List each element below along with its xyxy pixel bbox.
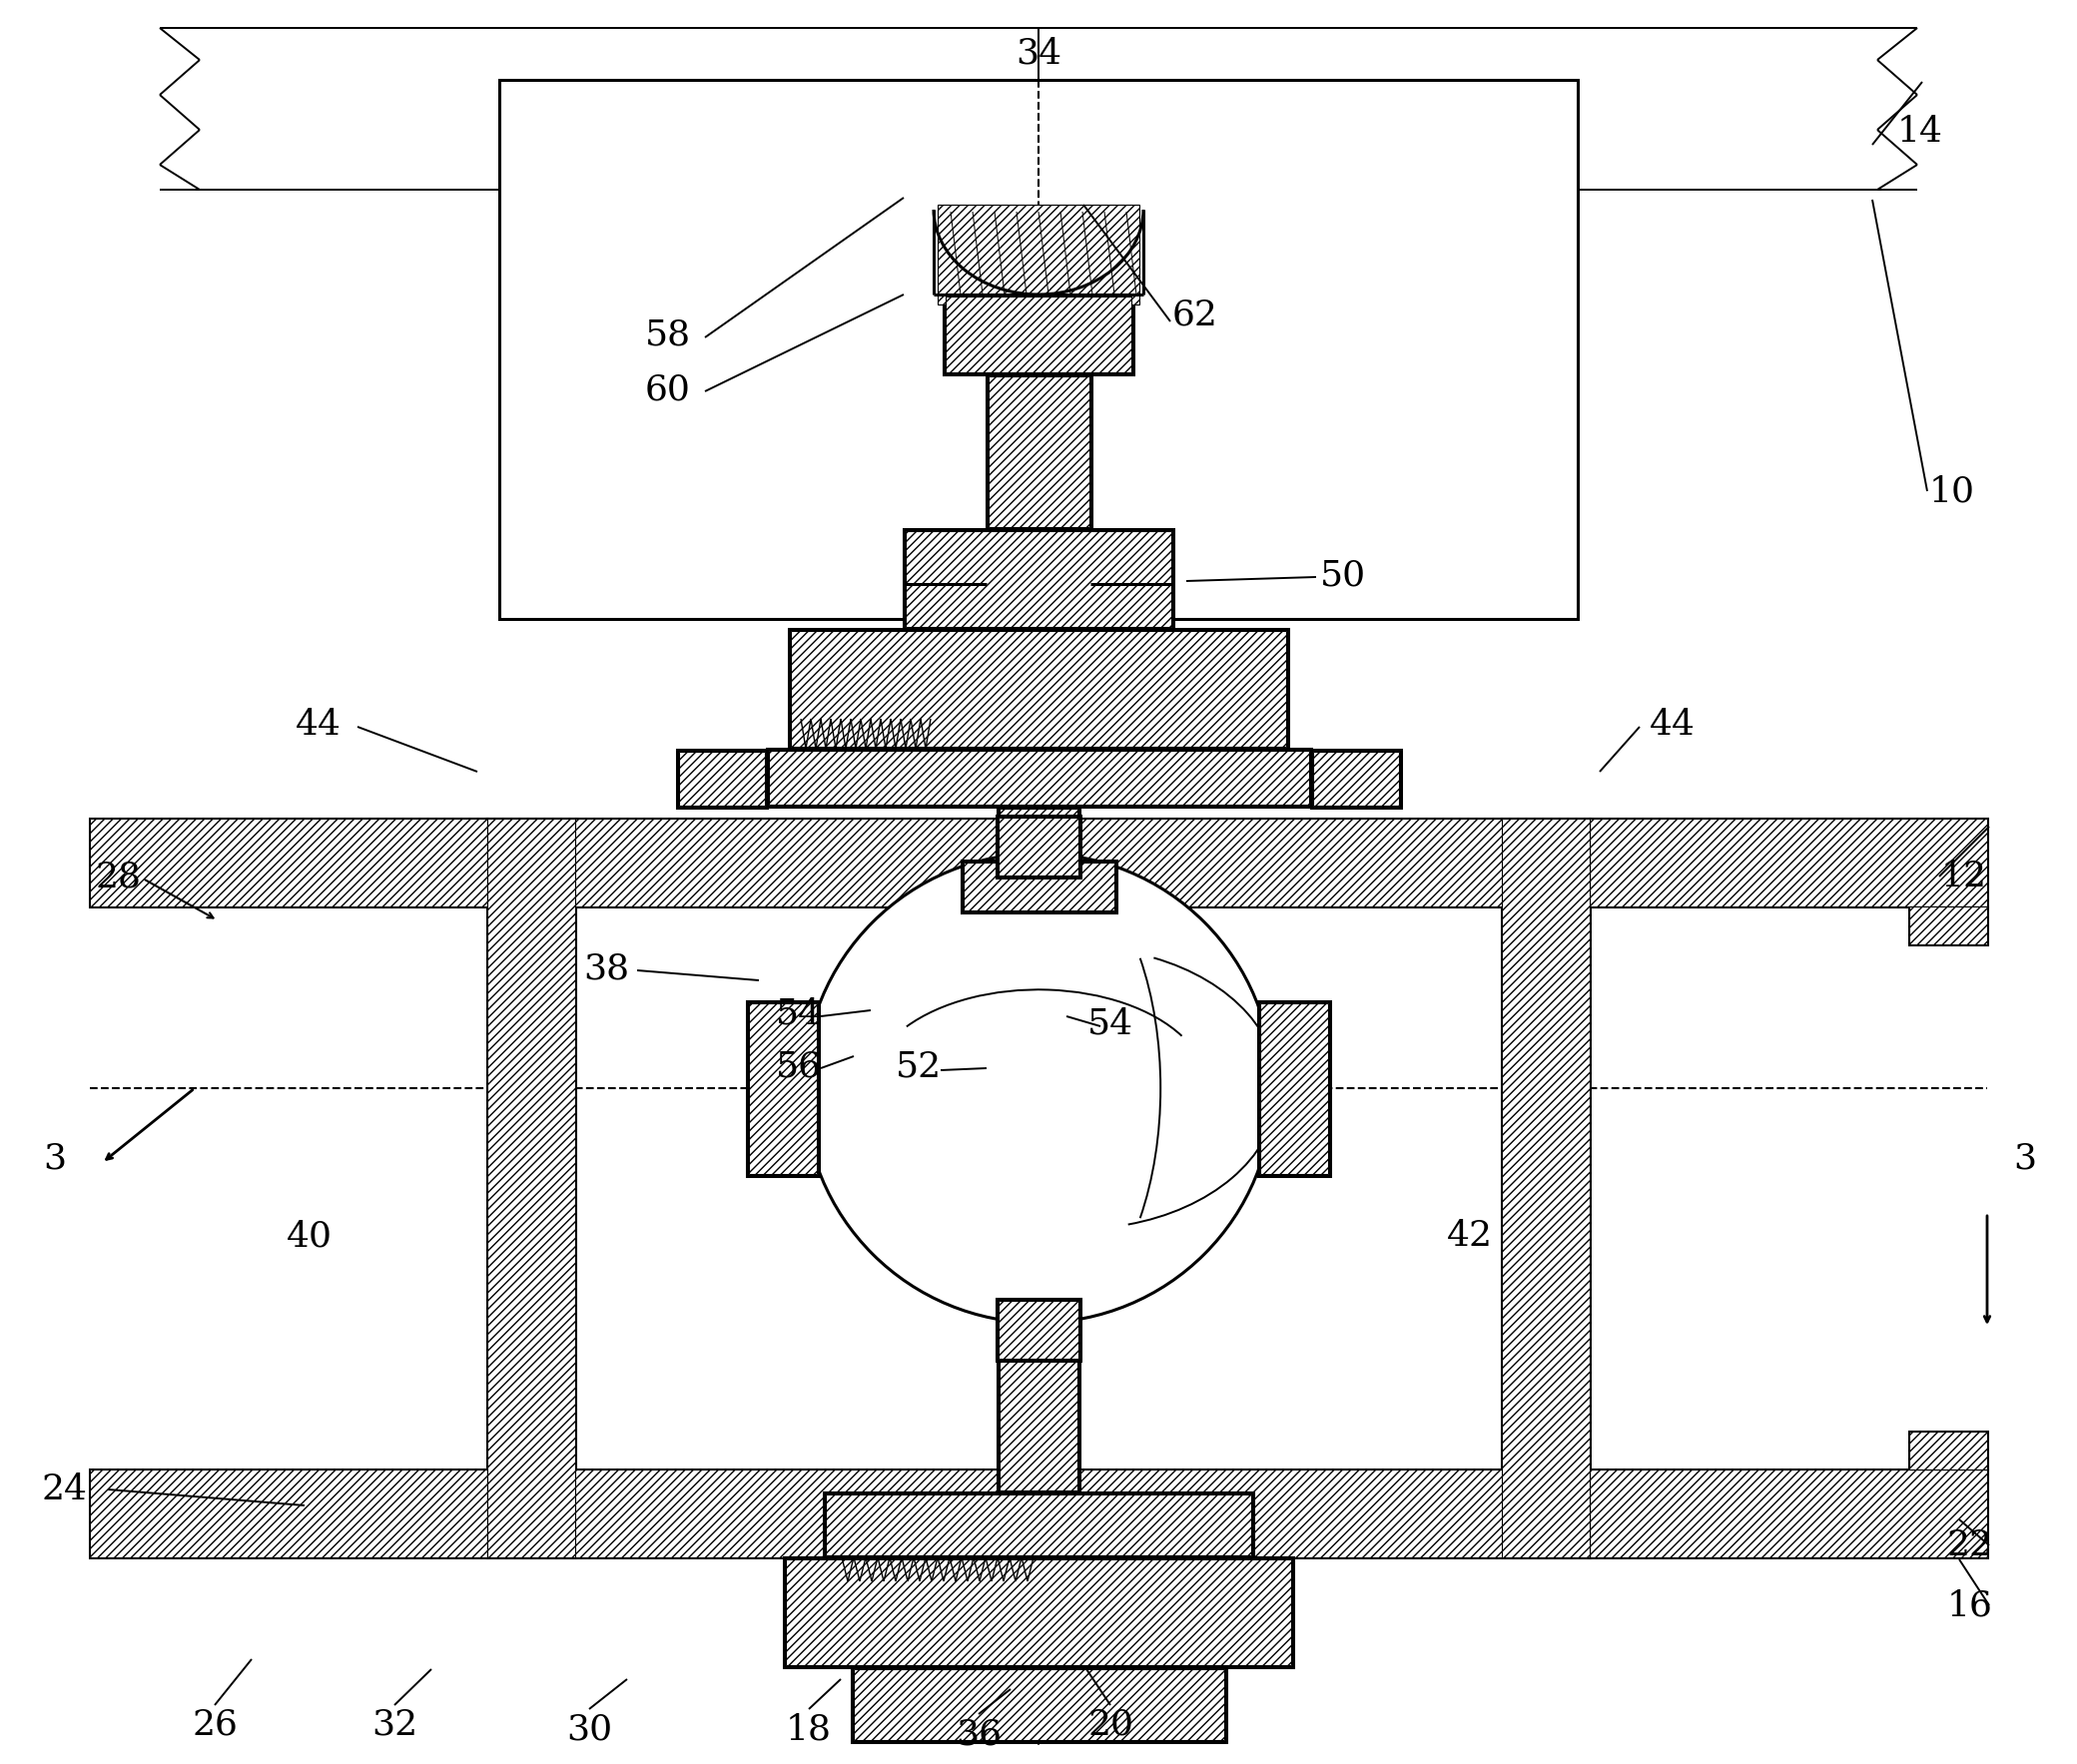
Bar (791, 632, 1286, 746)
Bar (1909, 1432, 1988, 1469)
Bar (89, 1469, 488, 1558)
Text: 14: 14 (1896, 115, 1944, 148)
Bar (1589, 1469, 1988, 1558)
Bar (1589, 1469, 1988, 1558)
Text: 32: 32 (372, 1708, 417, 1741)
Circle shape (804, 854, 1273, 1323)
Text: 56: 56 (777, 1050, 822, 1083)
Bar (1909, 907, 1988, 944)
Text: 60: 60 (646, 372, 692, 406)
Bar (999, 808, 1078, 889)
Text: 28: 28 (96, 859, 141, 894)
Bar (785, 1559, 1292, 1665)
Text: 42: 42 (1448, 1219, 1493, 1252)
Text: 12: 12 (1942, 859, 1988, 894)
Text: 54: 54 (1088, 1005, 1134, 1041)
Bar (906, 531, 1171, 626)
Bar (89, 818, 488, 907)
Bar (997, 806, 1080, 891)
Text: 50: 50 (1321, 557, 1367, 593)
Bar (1261, 1004, 1327, 1175)
Bar (1311, 750, 1402, 808)
Bar (1909, 1432, 1988, 1469)
Text: 24: 24 (42, 1473, 87, 1506)
Text: 58: 58 (646, 318, 692, 351)
Bar (854, 1669, 1223, 1739)
Text: 34: 34 (1016, 35, 1061, 71)
Bar (1909, 907, 1988, 944)
Bar (488, 1469, 1589, 1558)
Text: 26: 26 (191, 1708, 237, 1741)
Bar (748, 1002, 818, 1177)
Bar (962, 861, 1117, 912)
Bar (827, 1494, 1250, 1556)
Bar (488, 818, 1589, 907)
Text: 16: 16 (1946, 1588, 1992, 1623)
Bar (999, 817, 1078, 875)
Text: 54: 54 (777, 997, 822, 1030)
Bar (498, 79, 1579, 619)
Text: 10: 10 (1930, 475, 1975, 508)
Text: 18: 18 (785, 1713, 831, 1746)
Bar (997, 815, 1080, 877)
Bar (997, 1298, 1080, 1492)
Bar (999, 1300, 1078, 1491)
Bar (89, 1469, 488, 1558)
Text: 62: 62 (1171, 298, 1217, 332)
Bar (1589, 818, 1988, 907)
Bar (964, 863, 1115, 910)
Bar (1313, 751, 1400, 806)
Bar (999, 1300, 1078, 1358)
Text: 3: 3 (2013, 1141, 2038, 1175)
Bar (488, 1469, 1589, 1558)
Bar (789, 630, 1288, 748)
Bar (750, 1004, 816, 1175)
Bar (783, 1558, 1294, 1667)
Text: 38: 38 (584, 951, 629, 986)
Bar (825, 1492, 1252, 1558)
Text: 3: 3 (44, 1141, 66, 1175)
Bar (987, 374, 1090, 529)
Bar (766, 748, 1311, 806)
Bar (1502, 818, 1589, 1558)
Bar (488, 818, 575, 1558)
Bar (903, 529, 1174, 630)
Bar (943, 295, 1134, 374)
Bar (677, 750, 766, 808)
Bar (679, 751, 764, 806)
Bar (1259, 1002, 1329, 1177)
Bar (937, 205, 1140, 305)
Bar (945, 296, 1132, 372)
Text: 22: 22 (1946, 1528, 1992, 1563)
Text: 30: 30 (567, 1713, 613, 1746)
Text: 52: 52 (895, 1050, 941, 1083)
Bar (575, 907, 1502, 1469)
Bar (1589, 818, 1988, 907)
Bar (488, 818, 575, 1558)
Bar (989, 376, 1090, 527)
Bar (1502, 818, 1589, 1558)
Bar (488, 818, 1589, 907)
Bar (997, 1298, 1080, 1360)
Bar (852, 1667, 1225, 1743)
Bar (768, 751, 1309, 804)
Text: 20: 20 (1088, 1708, 1134, 1741)
Bar (89, 818, 488, 907)
Text: 44: 44 (295, 707, 341, 741)
Text: 40: 40 (287, 1219, 332, 1252)
Text: 44: 44 (1649, 707, 1695, 741)
Text: 36: 36 (955, 1716, 1001, 1752)
